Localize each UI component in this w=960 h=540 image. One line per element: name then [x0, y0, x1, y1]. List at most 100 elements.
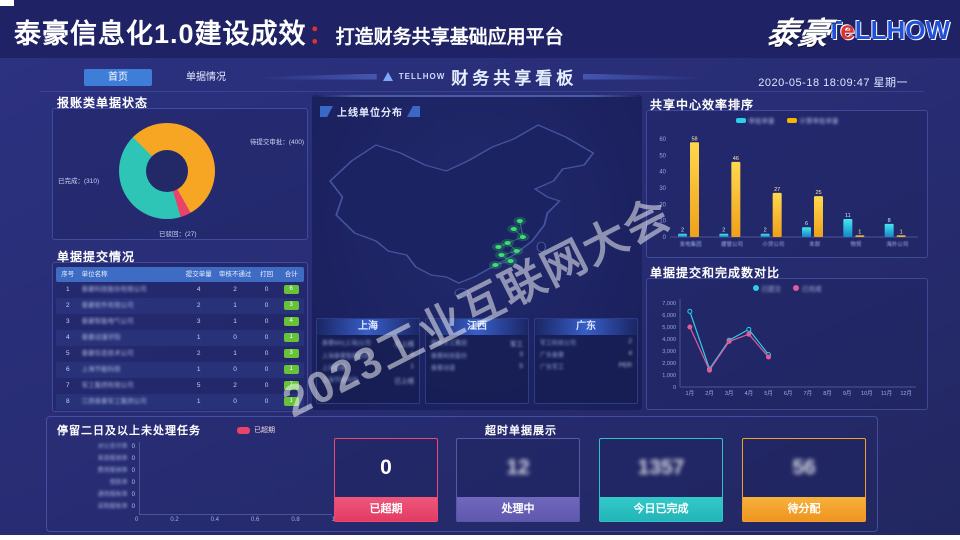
compare-line-chart: 7,000 6,000 5,000 4,000 3,000 2,000 1,000 0 1月 2月…	[662, 299, 916, 397]
pending-task-label: 通用报账单	[97, 492, 128, 498]
svg-text:1: 1	[858, 229, 861, 235]
pending-task-label: 对公支付单	[97, 444, 128, 450]
cell: 0	[233, 398, 237, 405]
compare-legend: 已提交 已完成	[647, 279, 927, 293]
overtime-card-2[interactable]: 1357 今日已完成	[599, 438, 723, 522]
x-tick: 1	[332, 517, 335, 523]
cell: 0	[264, 382, 269, 389]
cell: 5	[196, 382, 201, 389]
board-title-text: 财务共享看板	[451, 69, 578, 88]
city-unit-name: 军工科技公司	[540, 341, 577, 347]
pending-task-label: 借款单	[109, 480, 128, 486]
city-panel-上海: 上海 泰豪MX(上海)公司 已上线 上海泰豪智能科技 4 上海泰豪 1 上海节能科技 已上线	[316, 318, 420, 404]
table-row: 8 江西泰豪军工集团公司 1 0 0 1	[56, 394, 304, 410]
total-badge: 1	[283, 332, 299, 342]
cell: 7	[278, 378, 304, 394]
hainan-shape	[454, 288, 470, 298]
tellhow-logo: 泰豪 TeLLHOW	[764, 8, 950, 53]
col-header: 序号	[61, 271, 75, 278]
pending-task-row: 对公支付单 0	[51, 441, 135, 453]
legend-item: 审批单量	[735, 115, 775, 125]
cell: 3	[196, 318, 201, 325]
city-unit-value: 4	[628, 350, 632, 357]
cell: 1	[278, 330, 304, 346]
city-unit-name: 上海泰豪智能科技	[322, 354, 371, 360]
doc-status-donut-chart	[119, 123, 215, 219]
rank-panel: 审批单量 计算审批单量 60 50 40 30 20 10 0 2 58 发电集团 2 46 建管公司 2 2…	[646, 110, 928, 258]
svg-text:2: 2	[764, 228, 767, 234]
col-header: 审核不通过	[218, 271, 252, 278]
datetime-display: 2020-05-18 18:09:47 星期一	[758, 77, 908, 89]
logo-letter-e: e	[840, 15, 855, 45]
city-unit-name: 泰豪MX(上海)公司	[322, 341, 371, 347]
efficiency-bar-chart: 60 50 40 30 20 10 0 2 58 发电集团 2 46 建管公司 2 27 小贷公司 6 25 本部 1…	[659, 136, 918, 248]
china-map	[329, 124, 595, 298]
submit-table-panel: 序号 单位名称 提交单量 审核不通过 打回 合计 1 泰豪科技股份有限公司 4 2 0 6 2 泰豪软件…	[52, 262, 308, 412]
svg-text:2: 2	[681, 228, 684, 234]
overtime-card-1[interactable]: 12 处理中	[456, 438, 580, 522]
city-title: 上海	[317, 319, 419, 335]
pending-task-label: 采购报账单	[97, 504, 128, 510]
slide-header: 泰豪信息化1.0建设成效 ： 打造财务共享基础应用平台 泰豪 TeLLHOW	[0, 0, 960, 58]
pending-task-value: 0	[131, 444, 135, 450]
cell: 1	[196, 366, 201, 373]
tab-1[interactable]: 单据情况	[186, 72, 226, 83]
logo-letter: T	[826, 15, 841, 45]
cell: 1	[233, 350, 237, 357]
svg-text:11: 11	[845, 213, 851, 219]
title-wing-right-decoration	[583, 74, 703, 80]
section-title-submit: 单据提交情况	[57, 250, 136, 264]
overtime-card-0[interactable]: 0 已超期	[334, 438, 438, 522]
city-row: 泰豪动漫 5	[426, 360, 528, 372]
pending-task-value: 0	[131, 492, 135, 498]
cell: 2	[233, 286, 237, 293]
map-badge-text: 上线单位分布	[337, 108, 403, 119]
city-unit-name: 上海泰豪	[322, 366, 347, 372]
donut-label-pending: 待提交审批：(400)	[249, 139, 304, 146]
svg-text:46: 46	[733, 156, 739, 162]
unit-name: 泰豪智能电气公司	[81, 318, 134, 325]
city-unit-value: 3	[519, 351, 523, 358]
pending-legend-swatch	[237, 426, 250, 434]
legend-item: 已完成	[793, 283, 822, 293]
cell: 2	[196, 350, 201, 357]
unit-name: 江西泰豪军工集团公司	[81, 398, 147, 405]
section-title-rank: 共享中心效率排序	[650, 98, 755, 112]
pending-task-row: 借款单 0	[51, 477, 135, 489]
city-unit-name: 泰豪军工集团	[431, 341, 468, 347]
total-badge: 1	[283, 364, 299, 374]
cell: 4	[278, 314, 304, 330]
map-top-decoration	[312, 95, 642, 97]
section-title-pending: 停留二日及以上未处理任务	[57, 425, 201, 437]
tellhow-logo-word: TeLLHOW	[826, 15, 950, 46]
donut-label-rejected: 已驳回：(27)	[159, 231, 197, 238]
svg-text:6: 6	[805, 221, 808, 227]
legend-item: 已提交	[752, 283, 781, 293]
cell: 1	[278, 394, 304, 410]
svg-text:25: 25	[815, 190, 821, 196]
city-row: 上海节能科技 已上线	[317, 372, 419, 385]
cell: 2	[196, 302, 201, 309]
cell: 3	[278, 346, 304, 362]
doc-status-panel: 待提交审批：(400) 已完成：(310) 已驳回：(27)	[52, 108, 308, 240]
legend-swatch	[752, 285, 759, 291]
pending-legend: 已超期	[237, 425, 275, 435]
cell: 0	[264, 318, 269, 325]
tab-0[interactable]: 首页	[84, 69, 152, 86]
city-unit-name: 泰豪科技股份	[431, 354, 468, 360]
city-row: 广东泰豪 4	[535, 347, 637, 359]
online-unit-dots	[488, 216, 530, 270]
tellhow-mini-logo-icon	[382, 72, 393, 81]
overtime-card-3[interactable]: 56 待分配	[742, 438, 866, 522]
unit-name: 泰豪软件有限公司	[81, 302, 134, 309]
svg-text:发电集团: 发电集团	[680, 240, 703, 248]
map-badge: 上线单位分布	[320, 104, 420, 119]
svg-text:30: 30	[659, 186, 666, 192]
svg-text:7月: 7月	[804, 390, 813, 397]
tellhow-logo-script: 泰豪	[763, 16, 834, 51]
svg-text:5月: 5月	[764, 390, 773, 397]
rank-legend: 审批单量 计算审批单量	[647, 111, 927, 125]
pending-chart-ticks: 0 0.2 0.4 0.6 0.8 1	[135, 517, 335, 523]
compare-panel: 已提交 已完成 7,000 6,000 5,000 4,000 3,000 2,000 1,0…	[646, 278, 928, 410]
pending-task-value: 0	[131, 456, 135, 462]
